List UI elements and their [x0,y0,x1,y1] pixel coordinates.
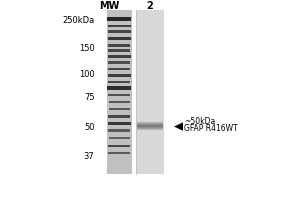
Bar [137,129,163,130]
Bar [107,122,131,125]
Bar [106,10,132,174]
Bar [108,55,131,58]
Bar [109,137,130,139]
Bar [137,123,163,124]
Bar [137,124,163,125]
Text: 100: 100 [79,70,94,79]
Bar [137,123,163,124]
Bar [136,10,164,174]
Text: 37: 37 [84,152,94,161]
Text: 150: 150 [79,44,94,53]
Bar [137,122,163,123]
Bar [108,44,130,47]
Bar [137,128,163,129]
Text: 50: 50 [84,123,94,132]
Bar [108,25,131,27]
Bar [137,125,163,126]
Bar [137,127,163,128]
Bar [137,125,163,126]
Bar [108,145,130,147]
Bar [108,152,130,154]
Bar [107,37,131,40]
Text: ~50kDa: ~50kDa [184,117,216,126]
Bar [108,115,130,118]
Bar [108,81,130,83]
Bar [137,122,163,123]
Text: 75: 75 [84,93,94,102]
Bar [137,124,163,125]
Bar [108,74,131,77]
Text: GFAP R416WT: GFAP R416WT [184,124,238,133]
Bar [137,126,163,127]
Bar [108,49,130,52]
Bar [137,128,163,129]
Bar [108,61,130,64]
Bar [108,30,131,33]
Polygon shape [174,122,183,131]
Bar [137,129,163,130]
Bar [108,68,130,70]
Bar [108,94,130,96]
Bar [109,101,130,103]
Text: MW: MW [99,1,120,11]
Bar [137,126,163,127]
Text: 2: 2 [147,1,153,11]
Bar [107,86,131,90]
Bar [108,129,130,132]
Text: 250kDa: 250kDa [62,16,94,25]
Bar [109,108,130,110]
Bar [107,17,131,21]
Bar [137,127,163,128]
